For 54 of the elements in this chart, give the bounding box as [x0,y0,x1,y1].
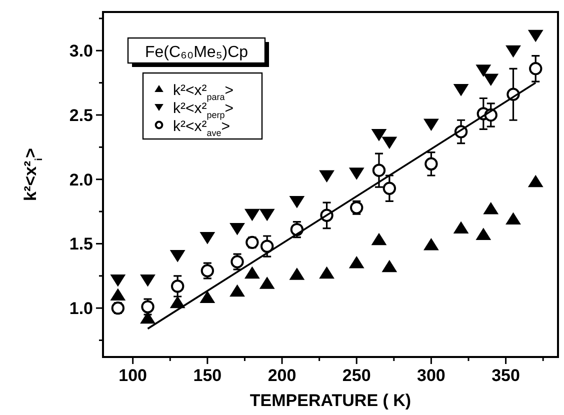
point [200,290,216,304]
point [348,256,364,268]
point [110,274,126,287]
point [476,228,492,240]
point [110,288,126,300]
x-tick-label: 300 [417,366,446,385]
point [423,118,439,131]
y-tick-label: 1.5 [69,234,93,254]
point [319,170,334,182]
point [371,232,387,246]
point [424,157,438,171]
point [529,62,542,76]
legend-title: Fe(C₆₀Me₅)Cp [144,44,248,61]
point [230,284,245,297]
point [483,202,499,214]
y-tick-label: 2.5 [69,106,93,125]
point [372,164,386,177]
point [170,250,186,262]
point [476,64,492,77]
point [259,276,275,289]
point [483,74,499,86]
point [260,240,274,253]
y-tick-label: 2.0 [69,170,93,190]
x-axis-title: TEMPERATURE ( K) [250,391,412,410]
x-tick-label: 250 [342,366,371,385]
x-tick-label: 200 [268,366,296,385]
point [382,136,398,150]
point [289,268,305,280]
point [506,45,521,58]
point [453,221,469,234]
point [382,182,396,195]
point [348,168,364,180]
y-tick-label: 1.0 [69,299,93,318]
point [289,196,305,208]
x-tick-label: 150 [193,366,222,385]
legend-label: k²<x²$_{para}$> [173,82,234,102]
point [528,174,544,188]
point [453,84,469,96]
point [170,280,184,293]
point [244,266,260,279]
point [423,238,439,250]
y-tick-label: 3.0 [69,42,93,61]
point [140,274,156,287]
point [319,266,334,279]
x-tick-label: 100 [118,366,148,385]
point [230,223,245,236]
point [259,208,275,222]
point [528,30,544,42]
x-tick-label: 350 [492,366,520,385]
point [382,260,398,272]
point [244,208,260,222]
point [200,232,216,244]
point [506,212,521,225]
point [371,129,387,142]
